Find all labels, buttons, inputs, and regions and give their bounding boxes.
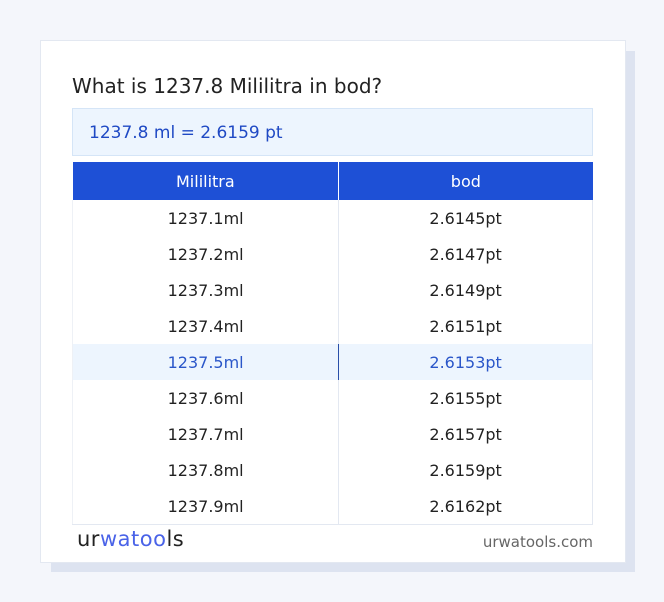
site-url: urwatools.com (482, 533, 593, 551)
column-header-bod: bod (338, 162, 593, 200)
bod-cell: 2.6162pt (338, 488, 593, 525)
converter-card: What is 1237.8 Mililitra in bod? 1237.8 … (40, 40, 626, 563)
mililitra-cell: 1237.6ml (71, 380, 340, 416)
bod-cell: 2.6147pt (338, 236, 593, 272)
table-row: 1237.6ml 2.6155pt (71, 380, 593, 416)
mililitra-cell: 1237.2ml (71, 236, 340, 272)
mililitra-cell: 1237.1ml (71, 200, 340, 236)
bod-cell: 2.6153pt (338, 344, 593, 380)
table-row: 1237.9ml 2.6162pt (71, 488, 593, 525)
mililitra-cell: 1237.5ml (71, 344, 340, 380)
table-row: 1237.5ml 2.6153pt (71, 344, 593, 380)
page-title: What is 1237.8 Mililitra in bod? (72, 74, 383, 98)
table-row: 1237.4ml 2.6151pt (71, 308, 593, 344)
bod-cell: 2.6155pt (338, 380, 593, 416)
conversion-result: 1237.8 ml = 2.6159 pt (72, 108, 593, 156)
bod-cell: 2.6157pt (338, 416, 593, 452)
table-row: 1237.1ml 2.6145pt (71, 200, 593, 236)
table-row: 1237.2ml 2.6147pt (71, 236, 593, 272)
mililitra-cell: 1237.3ml (71, 272, 340, 308)
mililitra-cell: 1237.8ml (71, 452, 340, 488)
mililitra-cell: 1237.4ml (71, 308, 340, 344)
bod-cell: 2.6145pt (338, 200, 593, 236)
table-row: 1237.3ml 2.6149pt (71, 272, 593, 308)
mililitra-cell: 1237.7ml (71, 416, 340, 452)
bod-cell: 2.6159pt (338, 452, 593, 488)
conversion-table: Mililitra bod 1237.1ml 2.6145pt 1237.2ml 2.… (71, 162, 593, 525)
table-row: 1237.7ml 2.6157pt (71, 416, 593, 452)
table-row: 1237.8ml 2.6159pt (71, 452, 593, 488)
urwatools-logo: urwatools (77, 527, 185, 551)
mililitra-cell: 1237.9ml (71, 488, 340, 525)
column-header-mililitra: Mililitra (72, 162, 340, 200)
bod-cell: 2.6149pt (338, 272, 593, 308)
bod-cell: 2.6151pt (338, 308, 593, 344)
